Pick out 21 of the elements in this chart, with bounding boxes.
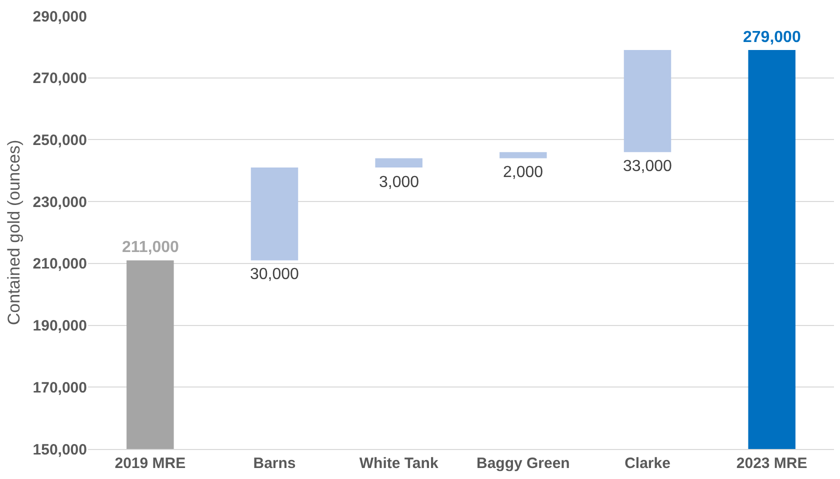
data-label: 211,000 (122, 239, 180, 256)
x-tick-label: Baggy Green (476, 455, 570, 472)
data-label: 30,000 (250, 266, 300, 283)
data-label: 2,000 (503, 164, 544, 181)
data-label: 279,000 (743, 29, 801, 46)
x-tick-label: 2019 MRE (114, 455, 186, 472)
y-tick-label: 270,000 (32, 70, 87, 88)
x-tick-label: 2023 MRE (736, 455, 808, 472)
y-tick-label: 250,000 (32, 132, 87, 149)
y-axis-title: Contained gold (ounces) (4, 140, 24, 326)
y-tick-label: 190,000 (32, 318, 87, 335)
x-tick-label: Clarke (624, 455, 670, 472)
x-tick-label: White Tank (359, 455, 439, 472)
y-tick-label: 230,000 (32, 194, 87, 211)
y-tick-label: 170,000 (32, 379, 87, 396)
y-tick-label: 150,000 (32, 441, 87, 458)
x-tick-label: Barns (253, 455, 296, 472)
data-label: 3,000 (379, 174, 420, 191)
data-label: 33,000 (623, 158, 672, 175)
y-tick-label: 210,000 (32, 256, 87, 273)
y-tick-label: 290,000 (32, 8, 87, 26)
